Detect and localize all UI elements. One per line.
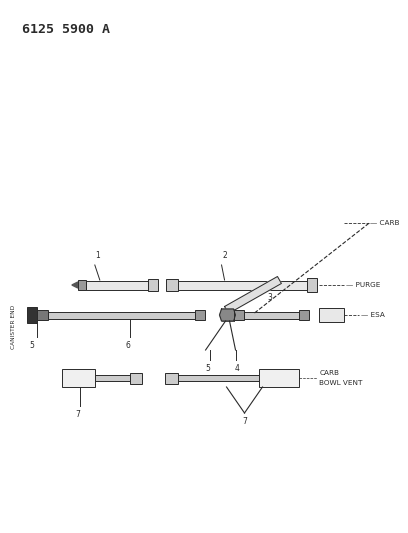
Bar xyxy=(48,311,195,319)
Bar xyxy=(148,279,157,291)
Text: 5: 5 xyxy=(29,341,34,350)
Bar xyxy=(27,307,37,323)
Bar xyxy=(95,375,130,381)
Bar xyxy=(78,280,86,290)
Bar xyxy=(166,279,177,291)
Bar xyxy=(62,369,95,387)
Bar xyxy=(319,308,344,322)
Polygon shape xyxy=(220,309,235,321)
Bar xyxy=(165,373,177,384)
Text: 7: 7 xyxy=(75,410,80,419)
Bar xyxy=(177,280,307,289)
Text: 1: 1 xyxy=(95,251,100,260)
Polygon shape xyxy=(72,282,78,288)
Bar xyxy=(177,375,259,381)
Text: BOWL VENT: BOWL VENT xyxy=(319,380,363,386)
Bar xyxy=(233,310,244,320)
Text: 5: 5 xyxy=(205,364,210,373)
Text: 2: 2 xyxy=(222,251,227,260)
Text: — ESA: — ESA xyxy=(361,312,385,318)
Bar xyxy=(130,373,142,384)
Text: — PURGE: — PURGE xyxy=(346,282,381,288)
Bar xyxy=(222,309,233,321)
Bar xyxy=(86,280,148,289)
Polygon shape xyxy=(224,277,282,313)
Text: 6: 6 xyxy=(125,341,130,350)
Bar xyxy=(259,369,299,387)
Text: CANISTER END: CANISTER END xyxy=(11,305,16,349)
Bar xyxy=(299,310,309,320)
Text: 4: 4 xyxy=(235,364,240,373)
Text: 3: 3 xyxy=(268,293,272,302)
Text: — CARB: — CARB xyxy=(370,220,400,226)
Bar xyxy=(244,311,299,319)
Bar xyxy=(307,278,317,292)
Text: 6125 5900 A: 6125 5900 A xyxy=(22,23,110,36)
Bar xyxy=(195,310,204,320)
Bar xyxy=(37,310,48,320)
Text: CARB: CARB xyxy=(319,370,339,376)
Text: 7: 7 xyxy=(242,417,247,426)
